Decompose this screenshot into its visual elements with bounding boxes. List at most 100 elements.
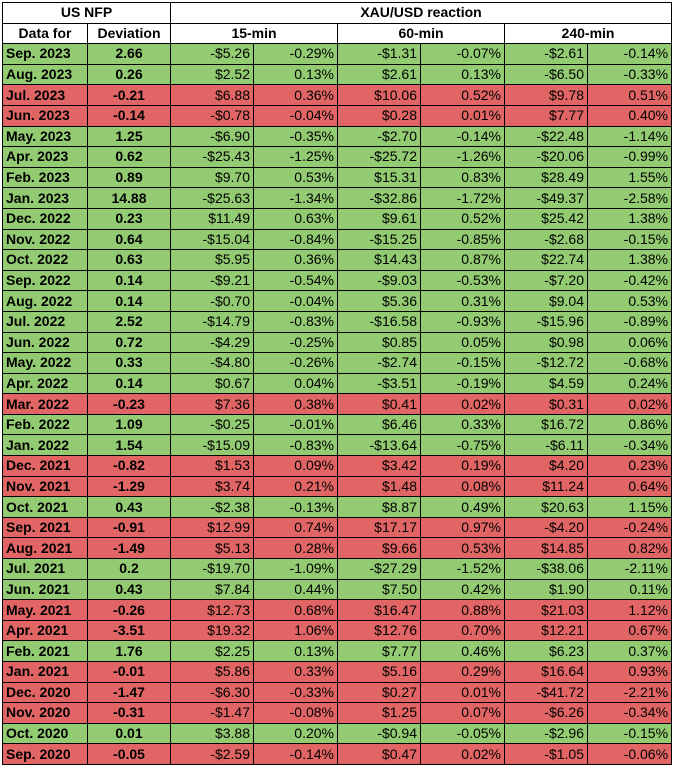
- pct-15-min-cell: 0.33%: [253, 661, 338, 683]
- pct-240-min-cell: -0.68%: [586, 352, 673, 374]
- change-240-min-cell: -$41.72: [504, 681, 588, 704]
- change-15-min-cell: $5.13: [170, 537, 254, 560]
- deviation-cell: -0.01: [87, 661, 171, 683]
- table-row: Sep. 2022 0.14 -$9.21 -0.54% -$9.03 -0.53% -$7…: [2, 269, 673, 292]
- deviation-cell: -0.14: [87, 104, 171, 127]
- pct-240-min-cell: -0.06%: [586, 743, 673, 765]
- change-60-min-cell: -$0.94: [337, 722, 421, 745]
- deviation-cell: 1.25: [87, 125, 171, 148]
- change-240-min-cell: $16.64: [504, 661, 588, 683]
- change-240-min-cell: -$12.72: [504, 352, 588, 374]
- change-60-min-cell: -$1.31: [337, 43, 421, 65]
- table-row: Jul. 2023 -0.21 $6.88 0.36% $10.06 0.52% $9.78…: [2, 84, 673, 106]
- change-60-min-cell: -$13.64: [337, 434, 421, 457]
- pct-15-min-cell: -0.08%: [253, 702, 338, 724]
- table-row: Jul. 2021 0.2 -$19.70 -1.09% -$27.29 -1.52% -$…: [2, 558, 673, 580]
- table-row: Feb. 2021 1.76 $2.25 0.13% $7.77 0.46% $6.23 0.…: [2, 640, 673, 662]
- deviation-header: Deviation: [87, 22, 171, 45]
- change-240-min-cell: $28.49: [504, 166, 588, 189]
- change-60-min-cell: $17.17: [337, 516, 421, 539]
- pct-240-min-cell: -0.33%: [586, 63, 673, 86]
- pct-60-min-cell: -0.93%: [420, 310, 505, 333]
- pct-15-min-cell: 0.04%: [253, 372, 338, 395]
- pct-240-min-cell: 0.23%: [586, 455, 673, 477]
- pct-240-min-cell: 0.64%: [586, 475, 673, 498]
- change-240-min-cell: -$20.06: [504, 146, 588, 168]
- change-60-min-cell: -$9.03: [337, 269, 421, 292]
- change-240-min-cell: $1.90: [504, 578, 588, 601]
- pct-240-min-cell: 0.24%: [586, 372, 673, 395]
- change-15-min-cell: $7.36: [170, 393, 254, 415]
- table-row: Dec. 2020 -1.47 -$6.30 -0.33% $0.27 0.01% -$41…: [2, 681, 673, 704]
- pct-240-min-cell: -2.58%: [586, 187, 673, 209]
- change-60-min-cell: $7.50: [337, 578, 421, 601]
- change-240-min-cell: $22.74: [504, 249, 588, 271]
- change-240-min-cell: -$1.05: [504, 743, 588, 765]
- pct-15-min-cell: 0.53%: [253, 166, 338, 189]
- pct-240-min-cell: 0.37%: [586, 640, 673, 662]
- table-row: May. 2021 -0.26 $12.73 0.68% $16.47 0.88% $21.…: [2, 599, 673, 621]
- change-15-min-cell: $1.53: [170, 455, 254, 477]
- us-nfp-header: US NFP: [2, 2, 171, 24]
- pct-240-min-cell: -0.99%: [586, 146, 673, 168]
- change-240-min-cell: -$7.20: [504, 269, 588, 292]
- date-cell: Aug. 2023: [2, 63, 88, 86]
- table-row: Feb. 2022 1.09 -$0.25 -0.01% $6.46 0.33% $16.7…: [2, 413, 673, 436]
- pct-240-min-cell: 1.12%: [586, 599, 673, 621]
- change-60-min-cell: -$32.86: [337, 187, 421, 209]
- deviation-cell: 0.43: [87, 496, 171, 518]
- pct-60-min-cell: 0.08%: [420, 475, 505, 498]
- pct-15-min-cell: -1.09%: [253, 558, 338, 580]
- date-cell: Sep. 2022: [2, 269, 88, 292]
- pct-240-min-cell: 0.86%: [586, 413, 673, 436]
- change-240-min-cell: -$6.26: [504, 702, 588, 724]
- pct-240-min-cell: -2.21%: [586, 681, 673, 704]
- deviation-cell: 2.66: [87, 43, 171, 65]
- data-for-header: Data for: [2, 22, 88, 45]
- deviation-cell: 0.43: [87, 578, 171, 601]
- change-15-min-cell: $12.99: [170, 516, 254, 539]
- pct-15-min-cell: -0.83%: [253, 310, 338, 333]
- table-row: Oct. 2021 0.43 -$2.38 -0.13% $8.87 0.49% $20.6…: [2, 496, 673, 518]
- table-row: Jan. 2021 -0.01 $5.86 0.33% $5.16 0.29% $16.64…: [2, 661, 673, 683]
- date-cell: Aug. 2021: [2, 537, 88, 560]
- deviation-cell: 0.62: [87, 146, 171, 168]
- pct-15-min-cell: 0.68%: [253, 599, 338, 621]
- pct-240-min-cell: 1.38%: [586, 207, 673, 230]
- change-60-min-cell: $15.31: [337, 166, 421, 189]
- change-240-min-cell: -$49.37: [504, 187, 588, 209]
- deviation-cell: 0.89: [87, 166, 171, 189]
- pct-60-min-cell: 0.42%: [420, 578, 505, 601]
- pct-60-min-cell: -0.75%: [420, 434, 505, 457]
- change-240-min-cell: -$22.48: [504, 125, 588, 148]
- change-60-min-cell: $1.25: [337, 702, 421, 724]
- table-row: Nov. 2022 0.64 -$15.04 -0.84% -$15.25 -0.85% -…: [2, 228, 673, 251]
- change-15-min-cell: -$4.29: [170, 331, 254, 354]
- pct-15-min-cell: -0.26%: [253, 352, 338, 374]
- deviation-cell: 0.14: [87, 372, 171, 395]
- change-240-min-cell: $16.72: [504, 413, 588, 436]
- change-60-min-cell: $0.85: [337, 331, 421, 354]
- pct-60-min-cell: 0.33%: [420, 413, 505, 436]
- change-60-min-cell: $0.28: [337, 104, 421, 127]
- pct-15-min-cell: -0.35%: [253, 125, 338, 148]
- date-cell: May. 2023: [2, 125, 88, 148]
- table-row: Nov. 2020 -0.31 -$1.47 -0.08% $1.25 0.07% -$6.…: [2, 702, 673, 724]
- pct-60-min-cell: -0.19%: [420, 372, 505, 395]
- change-60-min-cell: $14.43: [337, 249, 421, 271]
- change-60-min-cell: $8.87: [337, 496, 421, 518]
- deviation-cell: -0.91: [87, 516, 171, 539]
- table-body: Sep. 2023 2.66 -$5.26 -0.29% -$1.31 -0.07% -$2…: [2, 43, 673, 765]
- pct-240-min-cell: 1.15%: [586, 496, 673, 518]
- pct-15-min-cell: -0.54%: [253, 269, 338, 292]
- table-row: Dec. 2021 -0.82 $1.53 0.09% $3.42 0.19% $4.20 0…: [2, 455, 673, 477]
- date-cell: Mar. 2022: [2, 393, 88, 415]
- table-row: Nov. 2021 -1.29 $3.74 0.21% $1.48 0.08% $11.24…: [2, 475, 673, 498]
- change-60-min-cell: -$2.74: [337, 352, 421, 374]
- pct-240-min-cell: 0.82%: [586, 537, 673, 560]
- table-row: Apr. 2023 0.62 -$25.43 -1.25% -$25.72 -1.26% -…: [2, 146, 673, 168]
- pct-15-min-cell: 0.13%: [253, 640, 338, 662]
- pct-60-min-cell: 0.31%: [420, 290, 505, 312]
- pct-240-min-cell: -0.14%: [586, 43, 673, 65]
- change-15-min-cell: $5.86: [170, 661, 254, 683]
